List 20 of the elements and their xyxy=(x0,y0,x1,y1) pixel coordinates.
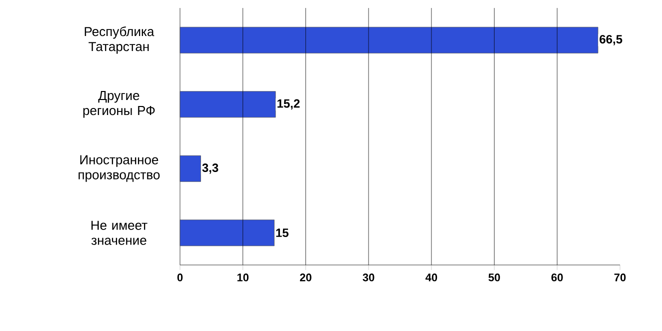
x-tick-label: 0 xyxy=(177,274,183,282)
data-label: 15 xyxy=(276,228,288,238)
x-tick-label: 60 xyxy=(551,274,563,282)
x-tick-label: 10 xyxy=(237,274,249,282)
data-label: 3,3 xyxy=(202,164,218,174)
bar xyxy=(180,91,276,118)
x-tick-label: 50 xyxy=(488,274,500,282)
y-tick-label: Другие регионы РФ xyxy=(83,91,155,118)
x-tick-label: 70 xyxy=(614,274,626,282)
data-label: 15,2 xyxy=(278,99,300,110)
bar xyxy=(180,220,274,246)
bar xyxy=(180,26,598,54)
data-label: 66,5 xyxy=(600,35,622,46)
y-tick-label: Не имеет значение xyxy=(91,220,148,245)
y-tick-label: Республика Татарстан xyxy=(84,26,154,54)
y-tick-label: Иностранное производство xyxy=(78,155,160,182)
x-tick-label: 20 xyxy=(300,274,312,282)
x-tick-label: 30 xyxy=(362,274,374,282)
x-tick-label: 40 xyxy=(425,274,438,282)
bar xyxy=(180,155,201,182)
